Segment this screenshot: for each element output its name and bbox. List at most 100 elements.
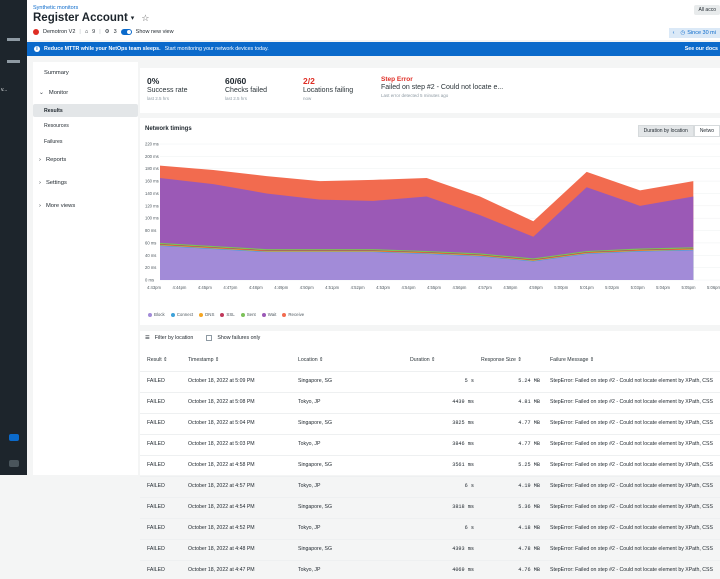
legend-item-dns[interactable]: DNS: [199, 312, 214, 317]
table-row[interactable]: FAILED October 18, 2022 at 5:09 PM Singapo…: [140, 371, 720, 390]
x-tick-label: 5:02pm: [605, 285, 619, 290]
series-area-block[interactable]: [160, 246, 694, 280]
table-cell: 5.24 MB: [518, 378, 540, 384]
account-picker-button[interactable]: All acco: [694, 5, 720, 15]
table-cell: 4439 ms: [452, 399, 474, 405]
legend-item-wait[interactable]: Wait: [261, 312, 276, 317]
show-failures-checkbox[interactable]: [206, 335, 213, 341]
x-tick-label: 4:56pm: [452, 285, 466, 290]
status-dot-icon: [33, 29, 39, 35]
table-cell: 6 s: [464, 525, 474, 531]
table-cell: October 18, 2022 at 4:54 PM: [188, 504, 255, 510]
settings-count[interactable]: 3: [113, 29, 117, 35]
breadcrumb[interactable]: Synthetic monitors: [33, 5, 79, 11]
stat-step-error[interactable]: Step Error Failed on step #2 - Could not…: [381, 76, 503, 98]
sidebar-item-resources[interactable]: Resources: [44, 122, 69, 129]
info-icon: i: [34, 46, 40, 52]
table-cell: 3818 ms: [452, 504, 474, 510]
sidebar-item-monitor[interactable]: ⌄ Monitor: [33, 90, 138, 96]
table-cell: Singapore, SG: [298, 462, 333, 468]
time-picker[interactable]: ‹ ◷ Since 30 mi: [668, 28, 720, 38]
legend-swatch: [170, 312, 175, 317]
new-view-toggle[interactable]: [120, 29, 132, 35]
user-avatar[interactable]: [9, 460, 19, 467]
table-cell: StepError: Failed on step #2 - Could not…: [550, 378, 713, 384]
favorite-star-icon[interactable]: ☆: [141, 12, 150, 23]
monitor-name[interactable]: Demotron V2: [43, 29, 76, 35]
legend-item-sent[interactable]: Sent: [240, 312, 256, 317]
x-tick-label: 4:58pm: [503, 285, 517, 290]
network-timings-panel: Network timings Duration by location Net…: [140, 118, 720, 325]
sidebar-item-more-views[interactable]: › More views: [33, 203, 138, 209]
y-tick-label: 200 ms: [145, 154, 159, 159]
sidebar-item-reports[interactable]: › Reports: [33, 157, 138, 163]
x-tick-label: 4:55pm: [427, 285, 441, 290]
table-cell: October 18, 2022 at 5:03 PM: [188, 441, 255, 447]
table-row[interactable]: FAILED October 18, 2022 at 4:57 PM Tokyo, …: [140, 476, 720, 495]
column-header[interactable]: Duration ⇕: [410, 357, 436, 363]
legend-item-block[interactable]: Block: [148, 312, 165, 317]
column-header[interactable]: Result ⇕: [147, 357, 168, 363]
table-row[interactable]: FAILED October 18, 2022 at 4:47 PM Tokyo, …: [140, 560, 720, 579]
filter-by-location[interactable]: Filter by location: [154, 335, 194, 341]
table-cell: FAILED: [147, 441, 165, 447]
legend-label: Block: [154, 312, 165, 317]
nav-icon[interactable]: [7, 60, 20, 63]
sidebar-item-settings[interactable]: › Settings: [33, 180, 138, 186]
banner-docs-link[interactable]: See our docs: [684, 46, 718, 52]
column-header[interactable]: Location ⇕: [298, 357, 324, 363]
tab-duration-by-location[interactable]: Duration by location: [637, 125, 694, 137]
stats-panel: 0% Success rate last 2.5 hrs 60/60 Check…: [140, 68, 720, 113]
sidebar-item-failures[interactable]: Failures: [44, 138, 63, 145]
y-tick-label: 180 ms: [145, 166, 159, 171]
banner-bold-text: Reduce MTTR while your NetOps team sleep…: [44, 46, 161, 52]
table-cell: 4.78 MB: [518, 546, 540, 552]
x-tick-label: 5:03pm: [631, 285, 645, 290]
table-cell: October 18, 2022 at 4:47 PM: [188, 567, 255, 573]
legend-item-connect[interactable]: Connect: [170, 312, 193, 317]
legend-swatch: [261, 312, 266, 317]
y-tick-label: 20 ms: [145, 265, 156, 270]
page-title: Register Account ▾ ☆: [33, 12, 149, 24]
column-header[interactable]: Response Size ⇕: [481, 357, 522, 363]
table-cell: 5 s: [464, 378, 474, 384]
table-cell: FAILED: [147, 504, 165, 510]
filter-bar: ☰ Filter by location Show failures only: [145, 335, 260, 341]
table-row[interactable]: FAILED October 18, 2022 at 5:03 PM Tokyo, …: [140, 434, 720, 453]
time-picker-label[interactable]: Since 30 mi: [687, 30, 716, 36]
sidebar-item-summary[interactable]: Summary: [44, 70, 69, 76]
legend-item-ssl[interactable]: SSL: [220, 312, 235, 317]
x-tick-label: 4:45pm: [198, 285, 212, 290]
apps-icon[interactable]: [9, 434, 19, 441]
chevron-down-icon: ⌄: [39, 90, 44, 96]
sidebar-item-results[interactable]: Results: [33, 104, 138, 117]
table-row[interactable]: FAILED October 18, 2022 at 4:48 PM Singapo…: [140, 539, 720, 558]
table-row[interactable]: FAILED October 18, 2022 at 5:08 PM Tokyo, …: [140, 392, 720, 411]
table-row[interactable]: FAILED October 18, 2022 at 4:58 PM Singapo…: [140, 455, 720, 474]
table-row[interactable]: FAILED October 18, 2022 at 5:04 PM Singapo…: [140, 413, 720, 432]
title-caret-icon[interactable]: ▾: [130, 15, 135, 22]
prev-arrow-icon[interactable]: ‹: [672, 30, 675, 36]
nav-label[interactable]: v...: [1, 87, 8, 93]
table-cell: 3561 ms: [452, 462, 474, 468]
table-cell: StepError: Failed on step #2 - Could not…: [550, 525, 713, 531]
table-cell: 4.19 MB: [518, 483, 540, 489]
tag-count[interactable]: 9: [92, 29, 96, 35]
y-tick-label: 40 ms: [145, 253, 156, 258]
table-row[interactable]: FAILED October 18, 2022 at 4:54 PM Singapo…: [140, 497, 720, 516]
stat-locations-failing: 2/2 Locations failing now: [303, 76, 353, 101]
legend-item-receive[interactable]: Receive: [282, 312, 304, 317]
table-row[interactable]: FAILED October 18, 2022 at 4:52 PM Tokyo, …: [140, 518, 720, 537]
tab-network[interactable]: Netwo: [693, 125, 720, 137]
column-header[interactable]: Timestamp ⇕: [188, 357, 220, 363]
menu-icon[interactable]: [7, 38, 20, 41]
table-cell: 3846 ms: [452, 441, 474, 447]
table-cell: Tokyo, JP: [298, 567, 321, 573]
sidebar-reports-label: Reports: [45, 157, 67, 163]
table-cell: StepError: Failed on step #2 - Could not…: [550, 441, 713, 447]
table-cell: October 18, 2022 at 5:08 PM: [188, 399, 255, 405]
table-cell: FAILED: [147, 567, 165, 573]
stat-sub: last 2.5 hrs: [147, 96, 170, 101]
y-tick-label: 220 ms: [145, 142, 159, 147]
column-header[interactable]: Failure Message ⇕: [550, 357, 595, 363]
